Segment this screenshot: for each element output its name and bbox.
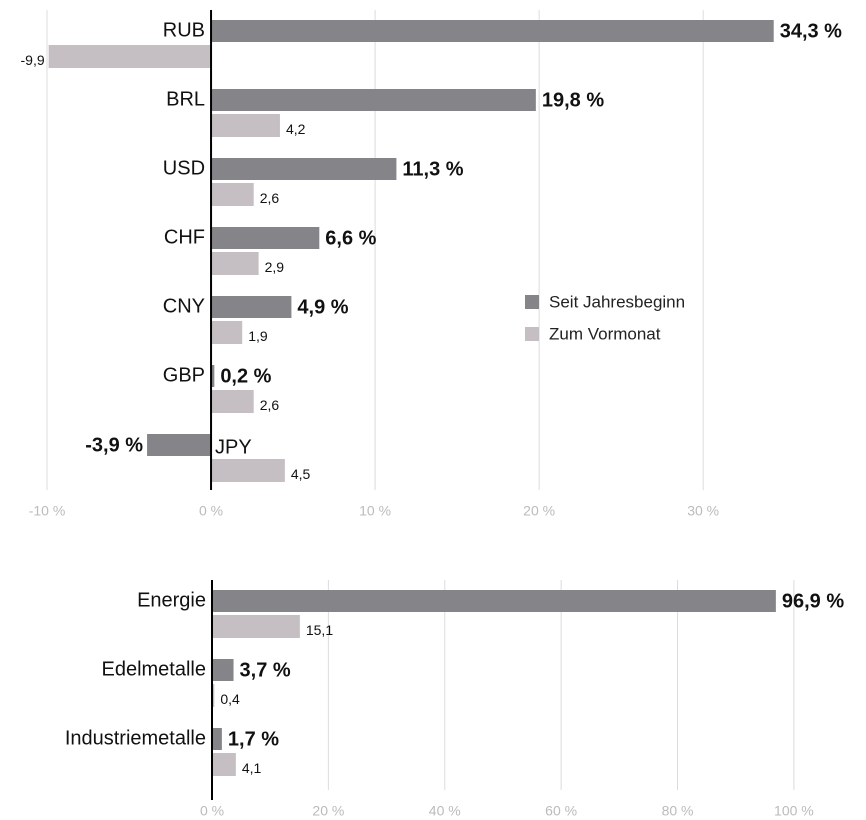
data-label-main: 11,3 % <box>402 158 463 180</box>
x-tick-label: 20 % <box>312 803 344 819</box>
category-label: Edelmetalle <box>101 658 206 680</box>
bar-main <box>211 158 397 180</box>
bar-sub <box>212 615 300 638</box>
x-tick-label: 40 % <box>429 803 461 819</box>
data-label-main: 96,9 % <box>782 590 844 612</box>
data-label-sub: 2,9 <box>265 259 285 275</box>
data-label-sub: 2,6 <box>260 397 280 413</box>
legend-label: Zum Vormonat <box>549 324 661 343</box>
bar-sub <box>211 252 259 275</box>
bar-sub <box>211 459 285 482</box>
data-label-main: 19,8 % <box>542 89 604 111</box>
category-label: GBP <box>163 364 205 386</box>
x-tick-label: 30 % <box>687 503 719 519</box>
data-label-sub: -9,9 <box>21 52 45 68</box>
bar-sub <box>211 114 280 137</box>
x-tick-label: 60 % <box>545 803 577 819</box>
data-label-sub: 4,2 <box>286 121 306 137</box>
data-label-main: 6,6 % <box>325 227 376 249</box>
bar-main <box>212 659 234 681</box>
bar-main <box>211 89 536 111</box>
bar-main <box>212 590 776 612</box>
bar-sub <box>211 183 254 206</box>
category-label: Industriemetalle <box>65 727 206 749</box>
data-label-sub: 0,4 <box>220 691 240 707</box>
category-label: USD <box>163 157 205 179</box>
bar-main <box>211 20 774 42</box>
bar-sub <box>212 684 215 707</box>
data-label-main: 3,7 % <box>240 659 291 681</box>
bar-sub <box>48 45 212 68</box>
data-label-sub: 4,5 <box>291 466 311 482</box>
x-tick-label: 10 % <box>359 503 391 519</box>
legend-label: Seit Jahresbeginn <box>549 292 685 311</box>
data-label-main: 34,3 % <box>780 20 842 42</box>
data-label-sub: 2,6 <box>260 190 280 206</box>
bar-main <box>211 296 292 318</box>
x-tick-label: 80 % <box>662 803 694 819</box>
data-label-sub: 1,9 <box>248 328 268 344</box>
category-label: CHF <box>164 226 205 248</box>
data-label-main: 4,9 % <box>297 296 348 318</box>
bar-sub <box>212 753 236 776</box>
x-tick-label: 0 % <box>199 503 223 519</box>
bar-main <box>212 728 222 750</box>
category-label: CNY <box>163 295 205 317</box>
category-label: BRL <box>166 88 205 110</box>
legend-swatch <box>525 295 539 309</box>
data-label-main: 0,2 % <box>220 365 271 387</box>
legend-swatch <box>525 327 539 341</box>
data-label-main: 1,7 % <box>228 728 279 750</box>
x-tick-label: 0 % <box>200 803 224 819</box>
bar-sub <box>211 390 254 413</box>
category-label: RUB <box>163 19 205 41</box>
bar-sub <box>211 321 243 344</box>
x-tick-label: -10 % <box>29 503 66 519</box>
data-label-sub: 15,1 <box>306 622 333 638</box>
category-label: JPY <box>215 436 252 458</box>
data-label-main: -3,9 % <box>85 434 143 456</box>
bar-main <box>211 227 320 249</box>
data-label-sub: 4,1 <box>242 760 262 776</box>
bar-main <box>147 434 212 456</box>
bar-main <box>211 365 215 387</box>
x-tick-label: 20 % <box>523 503 555 519</box>
x-tick-label: 100 % <box>774 803 814 819</box>
category-label: Energie <box>137 589 206 611</box>
